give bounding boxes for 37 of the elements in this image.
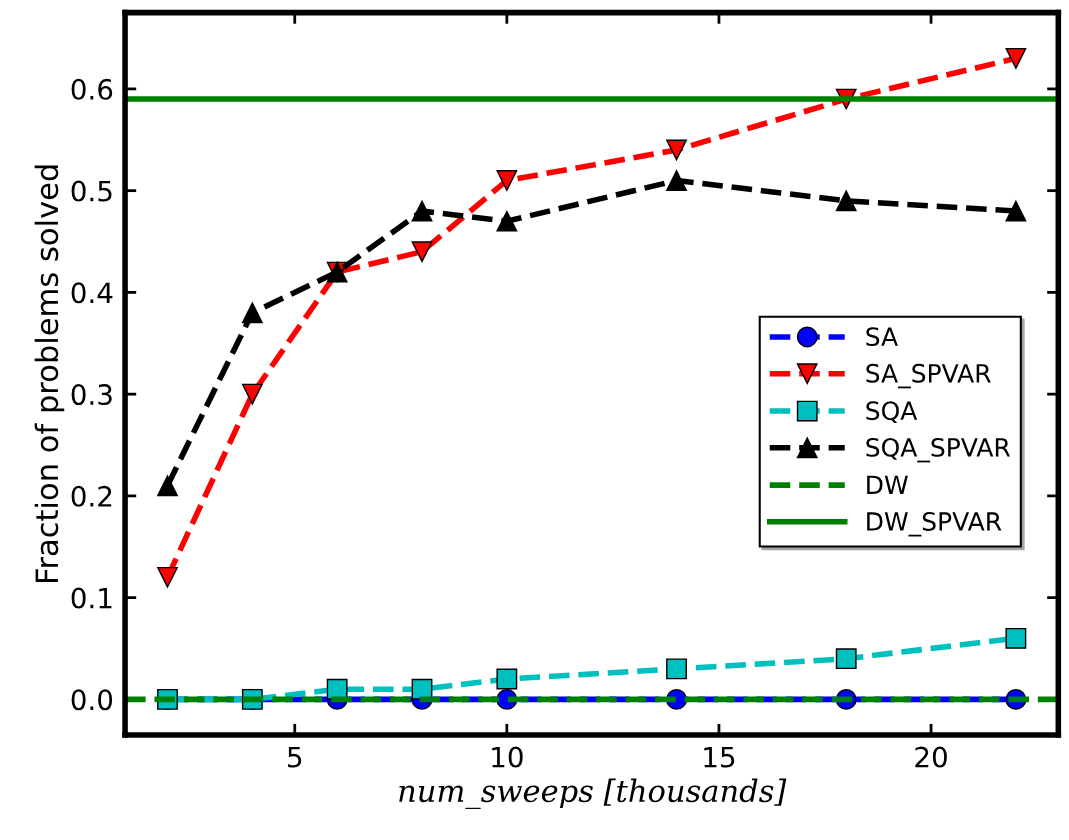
point [1005, 627, 1027, 649]
x-tick-label: 20 [915, 746, 947, 768]
point [157, 566, 178, 588]
point [666, 139, 687, 161]
x-axis-title: num_sweeps [thousands] [399, 778, 787, 809]
point [411, 241, 433, 263]
point [496, 170, 518, 191]
point [241, 302, 263, 324]
x-tick-label: 15 [704, 746, 735, 768]
y-tick-label: 0.1 [71, 587, 112, 609]
point [1005, 200, 1027, 222]
point [496, 210, 518, 232]
y-axis-title: Fraction of problems solved [34, 165, 65, 582]
y-tick-label: 0.5 [71, 180, 112, 202]
legend-label: SQA_SPVAR [866, 437, 1011, 463]
y-tick-label: 0.4 [71, 282, 113, 304]
legend-label: SQA [866, 401, 918, 424]
x-tick-label: 10 [492, 746, 523, 768]
legend-label: SA_SPVAR [866, 363, 991, 389]
legend-label: SA [866, 327, 898, 347]
point [326, 678, 348, 700]
point [496, 668, 518, 690]
legend-label: DW_SPVAR [867, 512, 1002, 537]
x-tick-label: 5 [288, 746, 302, 768]
point [411, 200, 433, 222]
point [241, 383, 263, 405]
y-tick-label: 0.2 [71, 485, 112, 507]
y-tick-label: 0.0 [71, 689, 113, 711]
y-tick-label: 0.6 [71, 78, 113, 100]
point [835, 648, 857, 670]
y-tick-label: 0.3 [71, 384, 112, 406]
legend-label: DW [867, 475, 908, 494]
point [666, 658, 687, 680]
point [157, 475, 178, 497]
point [1005, 47, 1027, 69]
point [666, 170, 687, 191]
point [835, 190, 857, 212]
